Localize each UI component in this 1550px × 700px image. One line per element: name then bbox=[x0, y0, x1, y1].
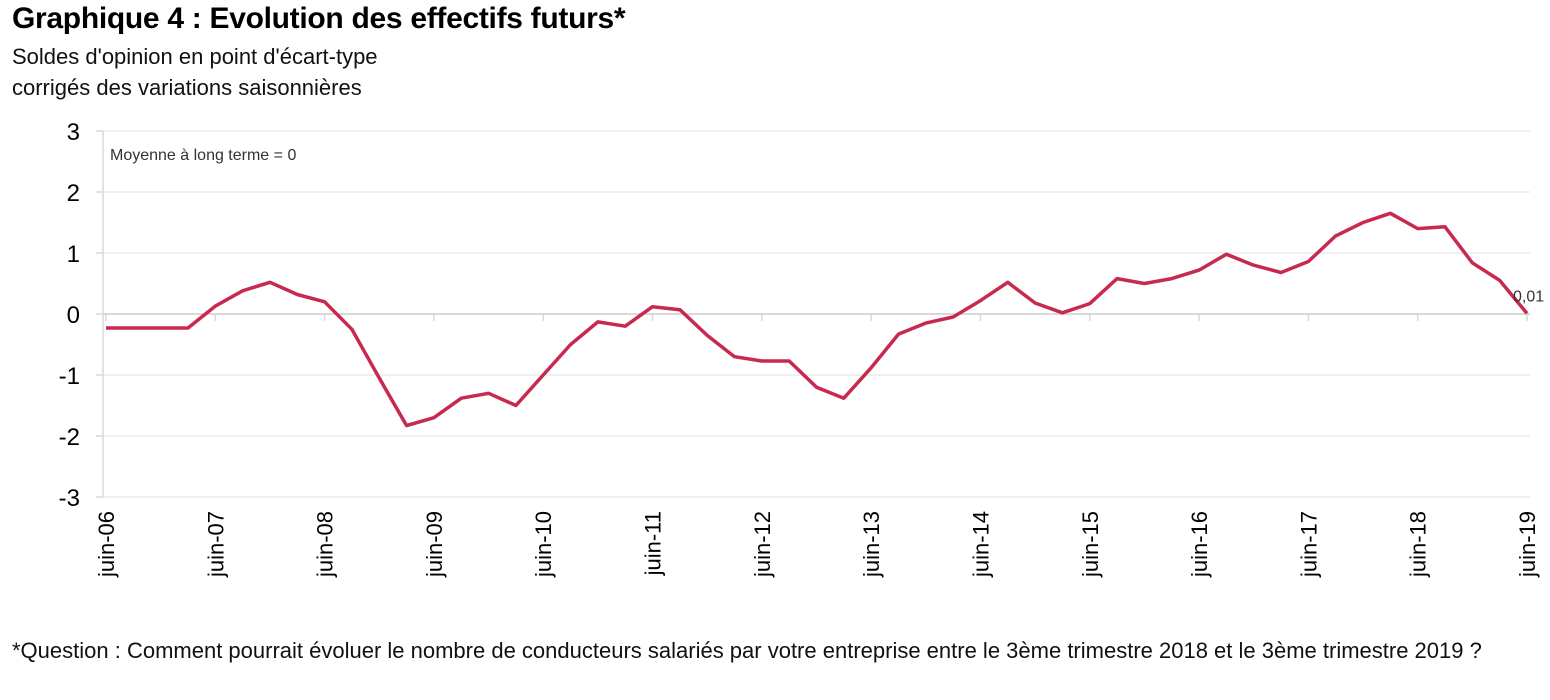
y-tick-label: -3 bbox=[59, 485, 80, 512]
last-value-label: 0,01 bbox=[1513, 288, 1544, 305]
y-tick-label: 3 bbox=[67, 119, 80, 146]
x-tick-label: juin-07 bbox=[203, 511, 228, 578]
x-tick-label: juin-15 bbox=[1078, 511, 1103, 578]
chart-subtitle-line2: corrigés des variations saisonnières bbox=[12, 75, 362, 100]
x-tick-label: juin-19 bbox=[1515, 511, 1540, 578]
chart-subtitle-line1: Soldes d'opinion en point d'écart-type bbox=[12, 44, 378, 69]
y-tick-label: 0 bbox=[67, 302, 80, 329]
y-tick-label: -1 bbox=[59, 363, 80, 390]
x-tick-label: juin-09 bbox=[422, 511, 447, 578]
x-tick-label: juin-08 bbox=[313, 511, 338, 578]
x-tick-label: juin-12 bbox=[750, 511, 775, 578]
x-tick-label: juin-17 bbox=[1296, 511, 1321, 578]
gridlines bbox=[102, 130, 1530, 498]
series-line bbox=[106, 211, 1529, 428]
y-axis-ticks: 3 2 1 0 -1 -2 -3 bbox=[59, 119, 103, 512]
x-axis: juin-06 juin-07 juin-08 juin-09 juin-10 juin-… bbox=[94, 314, 1540, 578]
x-tick-label: juin-14 bbox=[968, 511, 993, 578]
x-tick-label: juin-18 bbox=[1406, 511, 1431, 578]
footnote: *Question : Comment pourrait évoluer le … bbox=[12, 638, 1482, 663]
x-tick-label: juin-16 bbox=[1187, 511, 1212, 578]
x-tick-label: juin-10 bbox=[531, 511, 556, 578]
x-tick-label: juin-11 bbox=[641, 511, 666, 576]
y-tick-label: -2 bbox=[59, 424, 80, 451]
chart-title: Graphique 4 : Evolution des effectifs fu… bbox=[12, 2, 626, 35]
x-tick-label: juin-06 bbox=[94, 511, 119, 578]
y-tick-label: 1 bbox=[67, 241, 80, 268]
x-tick-label: juin-13 bbox=[859, 511, 884, 578]
y-tick-label: 2 bbox=[67, 180, 80, 207]
series-group: 0,01 bbox=[105, 211, 1544, 428]
long-term-mean-annotation: Moyenne à long terme = 0 bbox=[110, 147, 296, 164]
